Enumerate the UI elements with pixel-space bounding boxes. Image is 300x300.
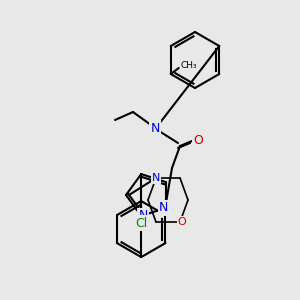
Text: O: O (178, 217, 186, 227)
Text: O: O (193, 134, 203, 148)
Text: N: N (152, 173, 160, 183)
Text: N: N (150, 122, 160, 134)
Text: N: N (139, 209, 148, 222)
Text: CH₃: CH₃ (181, 61, 197, 70)
Text: Cl: Cl (135, 217, 147, 230)
Text: N: N (159, 201, 169, 214)
